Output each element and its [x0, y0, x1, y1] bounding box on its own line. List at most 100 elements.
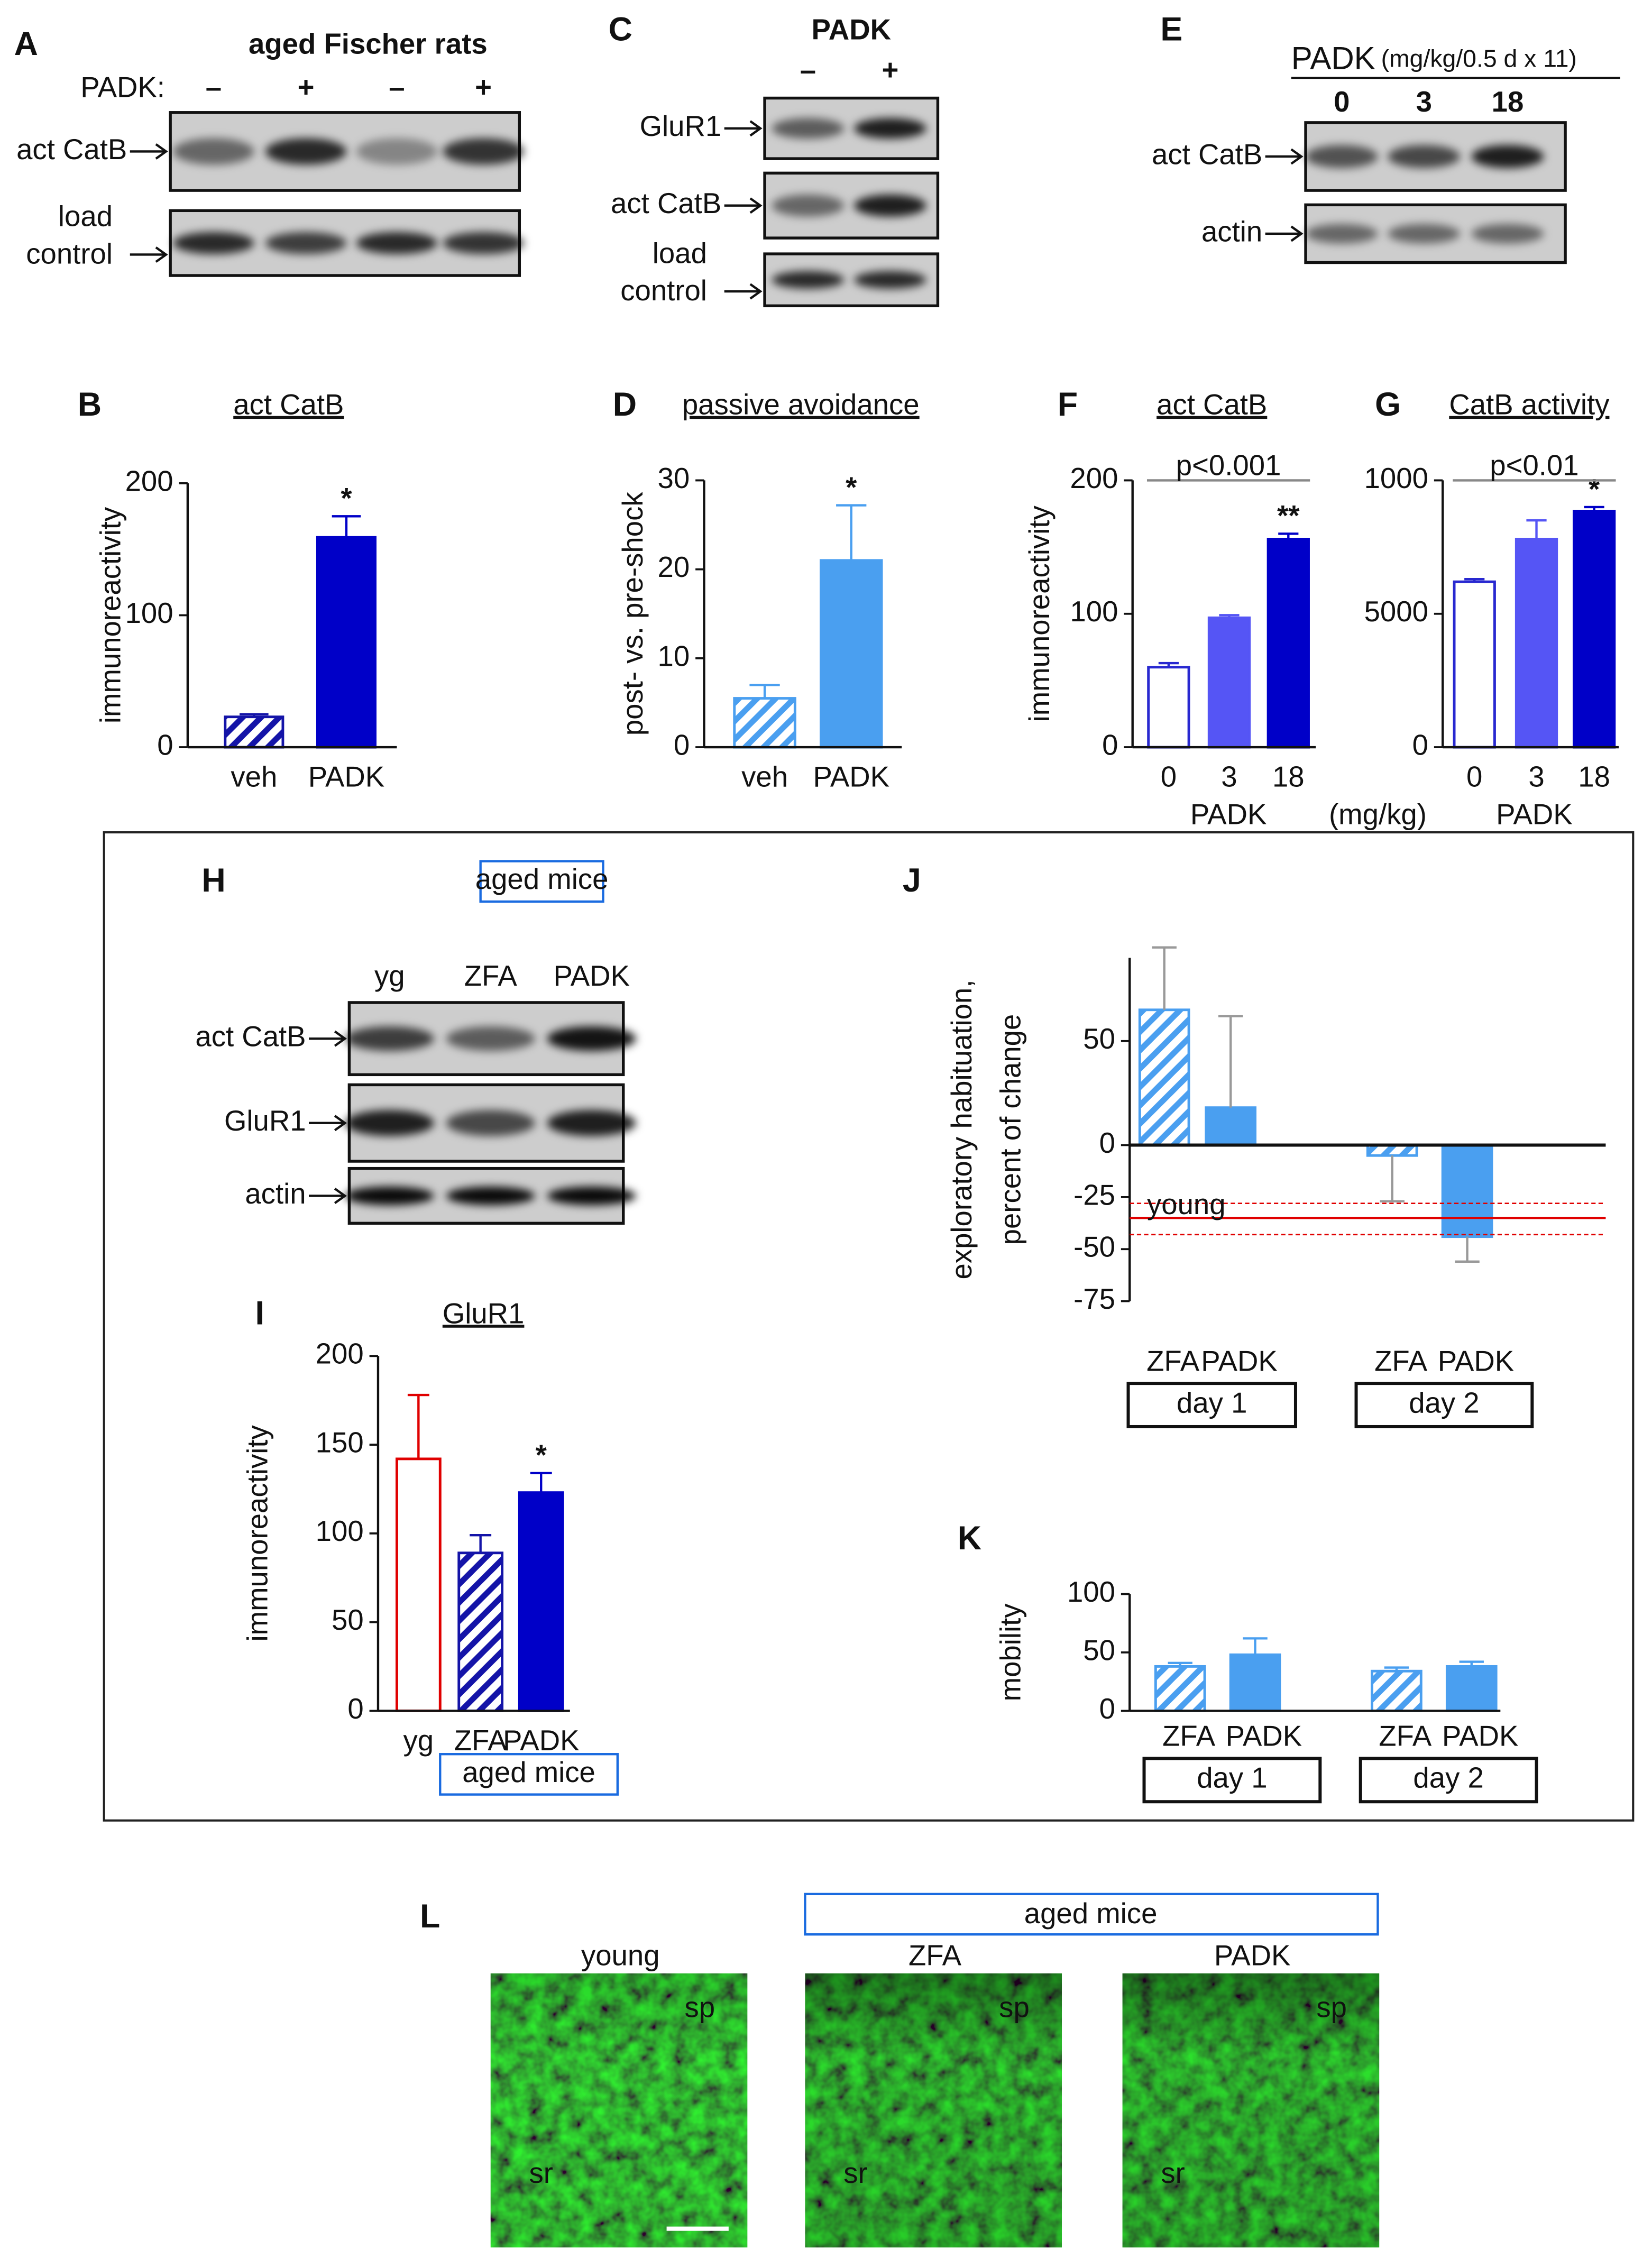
y-tick-label: 0: [1099, 1693, 1115, 1725]
lane-label: PADK: [553, 960, 630, 992]
blot-band: [173, 138, 254, 165]
blot-row-label: load: [653, 237, 707, 269]
x-tick-label: veh: [741, 761, 788, 793]
blot-band: [547, 1186, 636, 1206]
blot-band: [446, 1186, 535, 1206]
arrow-head: [749, 197, 763, 214]
lane-label: yg: [374, 960, 405, 992]
x-tick-label: 18: [1272, 761, 1305, 793]
bar: [1138, 1008, 1190, 1146]
group-box: [479, 860, 604, 903]
blot-title-unit: (mg/kg/0.5 d x 11): [1381, 45, 1577, 72]
blot-band: [853, 118, 926, 139]
bar: [1453, 580, 1496, 749]
y-tick-label: -50: [1073, 1231, 1115, 1263]
group-box: [1354, 1382, 1534, 1428]
unit-label: (mg/kg): [1329, 798, 1427, 830]
blot-row-label: actin: [245, 1178, 306, 1210]
y-tick-label: 0: [1099, 1127, 1115, 1159]
y-tick-label: 50: [1083, 1634, 1115, 1666]
x-tick-label: 0: [1161, 761, 1177, 793]
blot-band: [772, 194, 845, 217]
bar: [1147, 666, 1190, 749]
y-tick-label: 100: [1067, 1576, 1115, 1608]
blot-band: [345, 1026, 434, 1051]
panel-frame: [103, 831, 1635, 1822]
blot-band: [1471, 224, 1544, 244]
significance-mark: *: [1589, 473, 1600, 505]
y-tick-label: 0: [347, 1693, 363, 1725]
x-tick-label: PADK: [1438, 1345, 1515, 1377]
y-tick-label: 10: [658, 640, 690, 672]
y-tick-label: 0: [157, 729, 173, 761]
bar: [1266, 537, 1310, 749]
bar: [1154, 1665, 1206, 1712]
region-label: sr: [529, 2157, 553, 2189]
blot-band: [1388, 224, 1461, 244]
blot-title-main: PADK: [1291, 40, 1375, 76]
chart-title: CatB activity: [1449, 389, 1610, 421]
blot-band: [1305, 145, 1378, 168]
panel-letter: A: [14, 25, 38, 62]
x-tick-label: PADK: [813, 761, 889, 793]
blot-band: [1471, 145, 1544, 168]
blot-band: [547, 1110, 636, 1136]
region-label: sp: [1316, 1991, 1347, 2023]
group-box: [1142, 1757, 1322, 1804]
group-box: [804, 1893, 1379, 1936]
bar: [1229, 1653, 1281, 1712]
panel-letter: H: [201, 862, 225, 899]
group-label: aged mice: [1024, 1897, 1158, 1930]
blot-band: [1388, 145, 1461, 168]
y-axis-label: mobility: [995, 1603, 1027, 1702]
group-label: aged mice: [475, 863, 609, 895]
y-axis-label: exploratory habituation,: [946, 979, 978, 1279]
lane-label: 0: [1334, 86, 1350, 118]
x-tick-label: yg: [403, 1724, 434, 1757]
y-tick-label: 20: [658, 551, 690, 583]
blot-band: [547, 1026, 636, 1051]
image-title: ZFA: [908, 1939, 962, 1971]
bar: [1515, 537, 1558, 749]
lane-label: 18: [1492, 86, 1524, 118]
y-tick-label: 0: [1412, 729, 1428, 761]
x-tick-label: 0: [1466, 761, 1482, 793]
blot-band: [265, 232, 347, 254]
bar: [733, 697, 796, 749]
y-tick-label: 100: [1070, 595, 1118, 628]
panel-letter: B: [78, 386, 102, 423]
arrow-head: [1290, 225, 1304, 242]
x-tick-label: PADK: [1442, 1720, 1519, 1752]
chart-title: passive avoidance: [682, 389, 920, 421]
blot-band: [443, 232, 524, 254]
blot-row-label: act CatB: [195, 1021, 306, 1053]
y-tick-label: 150: [316, 1426, 364, 1458]
group-label: day 1: [1177, 1386, 1247, 1419]
blot-title: PADK: [811, 13, 891, 45]
blot-row-label: act CatB: [16, 133, 127, 166]
x-tick-label: ZFA: [1379, 1720, 1432, 1752]
arrow-head: [334, 1030, 347, 1047]
group-label: day 1: [1197, 1762, 1267, 1794]
significance-mark: *: [341, 482, 352, 515]
bracket-label: p<0.001: [1176, 449, 1281, 481]
bar: [1205, 1106, 1257, 1146]
blot-band: [443, 138, 524, 165]
y-tick-label: -25: [1073, 1179, 1115, 1211]
bar: [1371, 1669, 1422, 1712]
blot-row-label: control: [620, 274, 707, 307]
blot-band: [356, 138, 438, 165]
y-tick-label: 200: [125, 465, 173, 497]
panel-letter: D: [613, 386, 637, 423]
y-axis-label: immunoreactivity: [1023, 505, 1056, 722]
arrow-head: [155, 143, 168, 160]
y-tick-label: 50: [1083, 1023, 1115, 1055]
y-tick-label: 100: [316, 1515, 364, 1547]
blot-band: [356, 232, 438, 254]
x-tick-label: PADK: [1226, 1720, 1302, 1752]
lane-label: 3: [1416, 86, 1432, 118]
bar: [1441, 1144, 1493, 1238]
blot-band: [173, 232, 254, 254]
blot-band: [853, 194, 926, 217]
